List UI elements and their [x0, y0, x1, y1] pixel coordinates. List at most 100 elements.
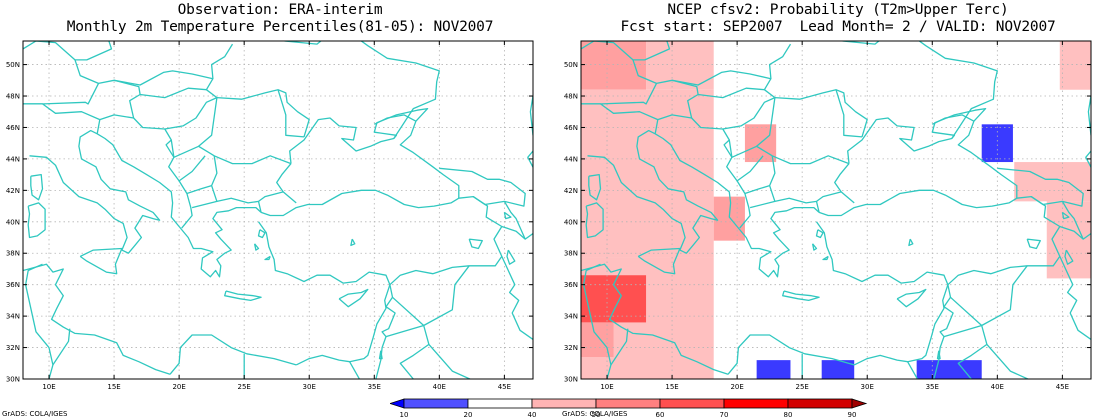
probability-cell: [916, 360, 982, 379]
coastline: [186, 184, 212, 195]
lat-label: 40N: [6, 218, 20, 226]
coastline: [506, 249, 516, 265]
coastline: [835, 89, 863, 138]
observation-map: 10E 15E 20E 25E 30E 35E 40E 45E 30N 32N 34N 36N 38N 4…: [6, 40, 534, 391]
coastline: [503, 201, 526, 240]
lon-label: 20E: [172, 383, 185, 391]
probability-cell: [756, 360, 791, 379]
lon-label: 10E: [42, 383, 55, 391]
probability-cell: [981, 124, 1013, 163]
colorbar-swatch: [531, 398, 597, 409]
probability-cell: [1014, 162, 1091, 202]
observation-title-line1: Observation: ERA-interim: [177, 2, 383, 18]
lat-label: 38N: [564, 250, 578, 258]
coastline: [428, 343, 472, 379]
coastline: [811, 243, 818, 251]
coastline: [423, 265, 470, 327]
coastline: [260, 189, 460, 217]
lat-label: 32N: [6, 344, 20, 352]
lat-label: 34N: [6, 313, 20, 321]
forecast-title-line1: NCEP cfsv2: Probability (T2m>Upper Terc): [667, 2, 1009, 18]
probability-cell: [581, 322, 614, 357]
coastline: [1059, 256, 1091, 341]
coastline: [632, 59, 772, 86]
coastline: [1064, 249, 1074, 265]
colorbar-label: 10: [400, 411, 409, 419]
lat-label: 40N: [564, 218, 578, 226]
lon-label: 40E: [991, 383, 1004, 391]
lat-label: 30N: [564, 376, 578, 384]
coastline: [350, 238, 356, 247]
colorbar-label: 20: [464, 411, 473, 419]
coastline: [210, 155, 284, 204]
coastline: [392, 296, 430, 379]
lat-label: 34N: [564, 313, 578, 321]
lon-label: 25E: [238, 383, 251, 391]
map-frame: [22, 40, 534, 380]
coastline: [27, 202, 46, 239]
coastline: [264, 255, 271, 261]
lat-label: 50N: [564, 61, 578, 69]
colorbar-label: 60: [656, 411, 665, 419]
coastline: [96, 133, 262, 278]
coastline: [375, 284, 396, 379]
lon-label: 35E: [926, 383, 939, 391]
lon-label: 25E: [796, 383, 809, 391]
coastline: [768, 155, 842, 204]
coastline: [671, 79, 699, 95]
coastline: [834, 163, 855, 204]
coastline: [588, 173, 602, 201]
colorbar-swatch: [467, 398, 533, 409]
colorbar-arrow-low: [390, 398, 405, 409]
coastline: [744, 184, 770, 195]
coastline: [503, 211, 512, 220]
coastline: [728, 139, 757, 158]
lat-label: 44N: [6, 155, 20, 163]
coastline: [918, 41, 998, 139]
coastline: [815, 201, 820, 213]
coastline: [257, 201, 262, 213]
coastline: [276, 163, 297, 204]
coastline: [257, 229, 266, 239]
coastline: [637, 247, 681, 275]
coastline: [52, 328, 71, 366]
coastline: [170, 139, 199, 158]
colorbar-label: 40: [528, 411, 537, 419]
lon-label: 45E: [1056, 383, 1069, 391]
coastline: [216, 89, 310, 138]
colorbar-label: 50: [592, 411, 601, 419]
probability-cell: [581, 275, 647, 323]
observation-title: Observation: ERA-interim Monthly 2m Temp…: [0, 2, 560, 36]
lon-label: 15E: [107, 383, 120, 391]
map-background: [23, 41, 533, 379]
coastline: [389, 195, 503, 286]
coastline: [79, 247, 123, 275]
coastline: [468, 238, 483, 250]
colorbar-swatch: [595, 398, 661, 409]
coastline: [284, 41, 322, 45]
coastline: [191, 200, 218, 209]
coastline: [908, 238, 914, 247]
coastline: [257, 221, 391, 285]
coastline: [947, 195, 1061, 286]
coastline: [997, 167, 1084, 207]
map-content: [581, 41, 1091, 379]
coastline: [527, 150, 533, 169]
coastline: [822, 255, 829, 261]
coastline: [501, 256, 533, 341]
coastline: [30, 173, 44, 201]
lat-label: 50N: [6, 61, 20, 69]
coastline: [349, 361, 361, 379]
coastline: [169, 334, 297, 375]
colorbar-swatch: [403, 398, 469, 409]
coastline: [815, 221, 949, 285]
colorbar-label: 90: [848, 411, 857, 419]
colorbar-swatch: [659, 398, 725, 409]
colorbar-label: 70: [720, 411, 729, 419]
coastline: [23, 263, 171, 375]
colorbar-label: 80: [784, 411, 793, 419]
lat-label: 46N: [6, 124, 20, 132]
forecast-title-line2: Fcst start: SEP2007 Lead Month= 2 / VALI…: [620, 19, 1056, 35]
coastline: [842, 41, 880, 45]
lat-label: 44N: [564, 155, 578, 163]
